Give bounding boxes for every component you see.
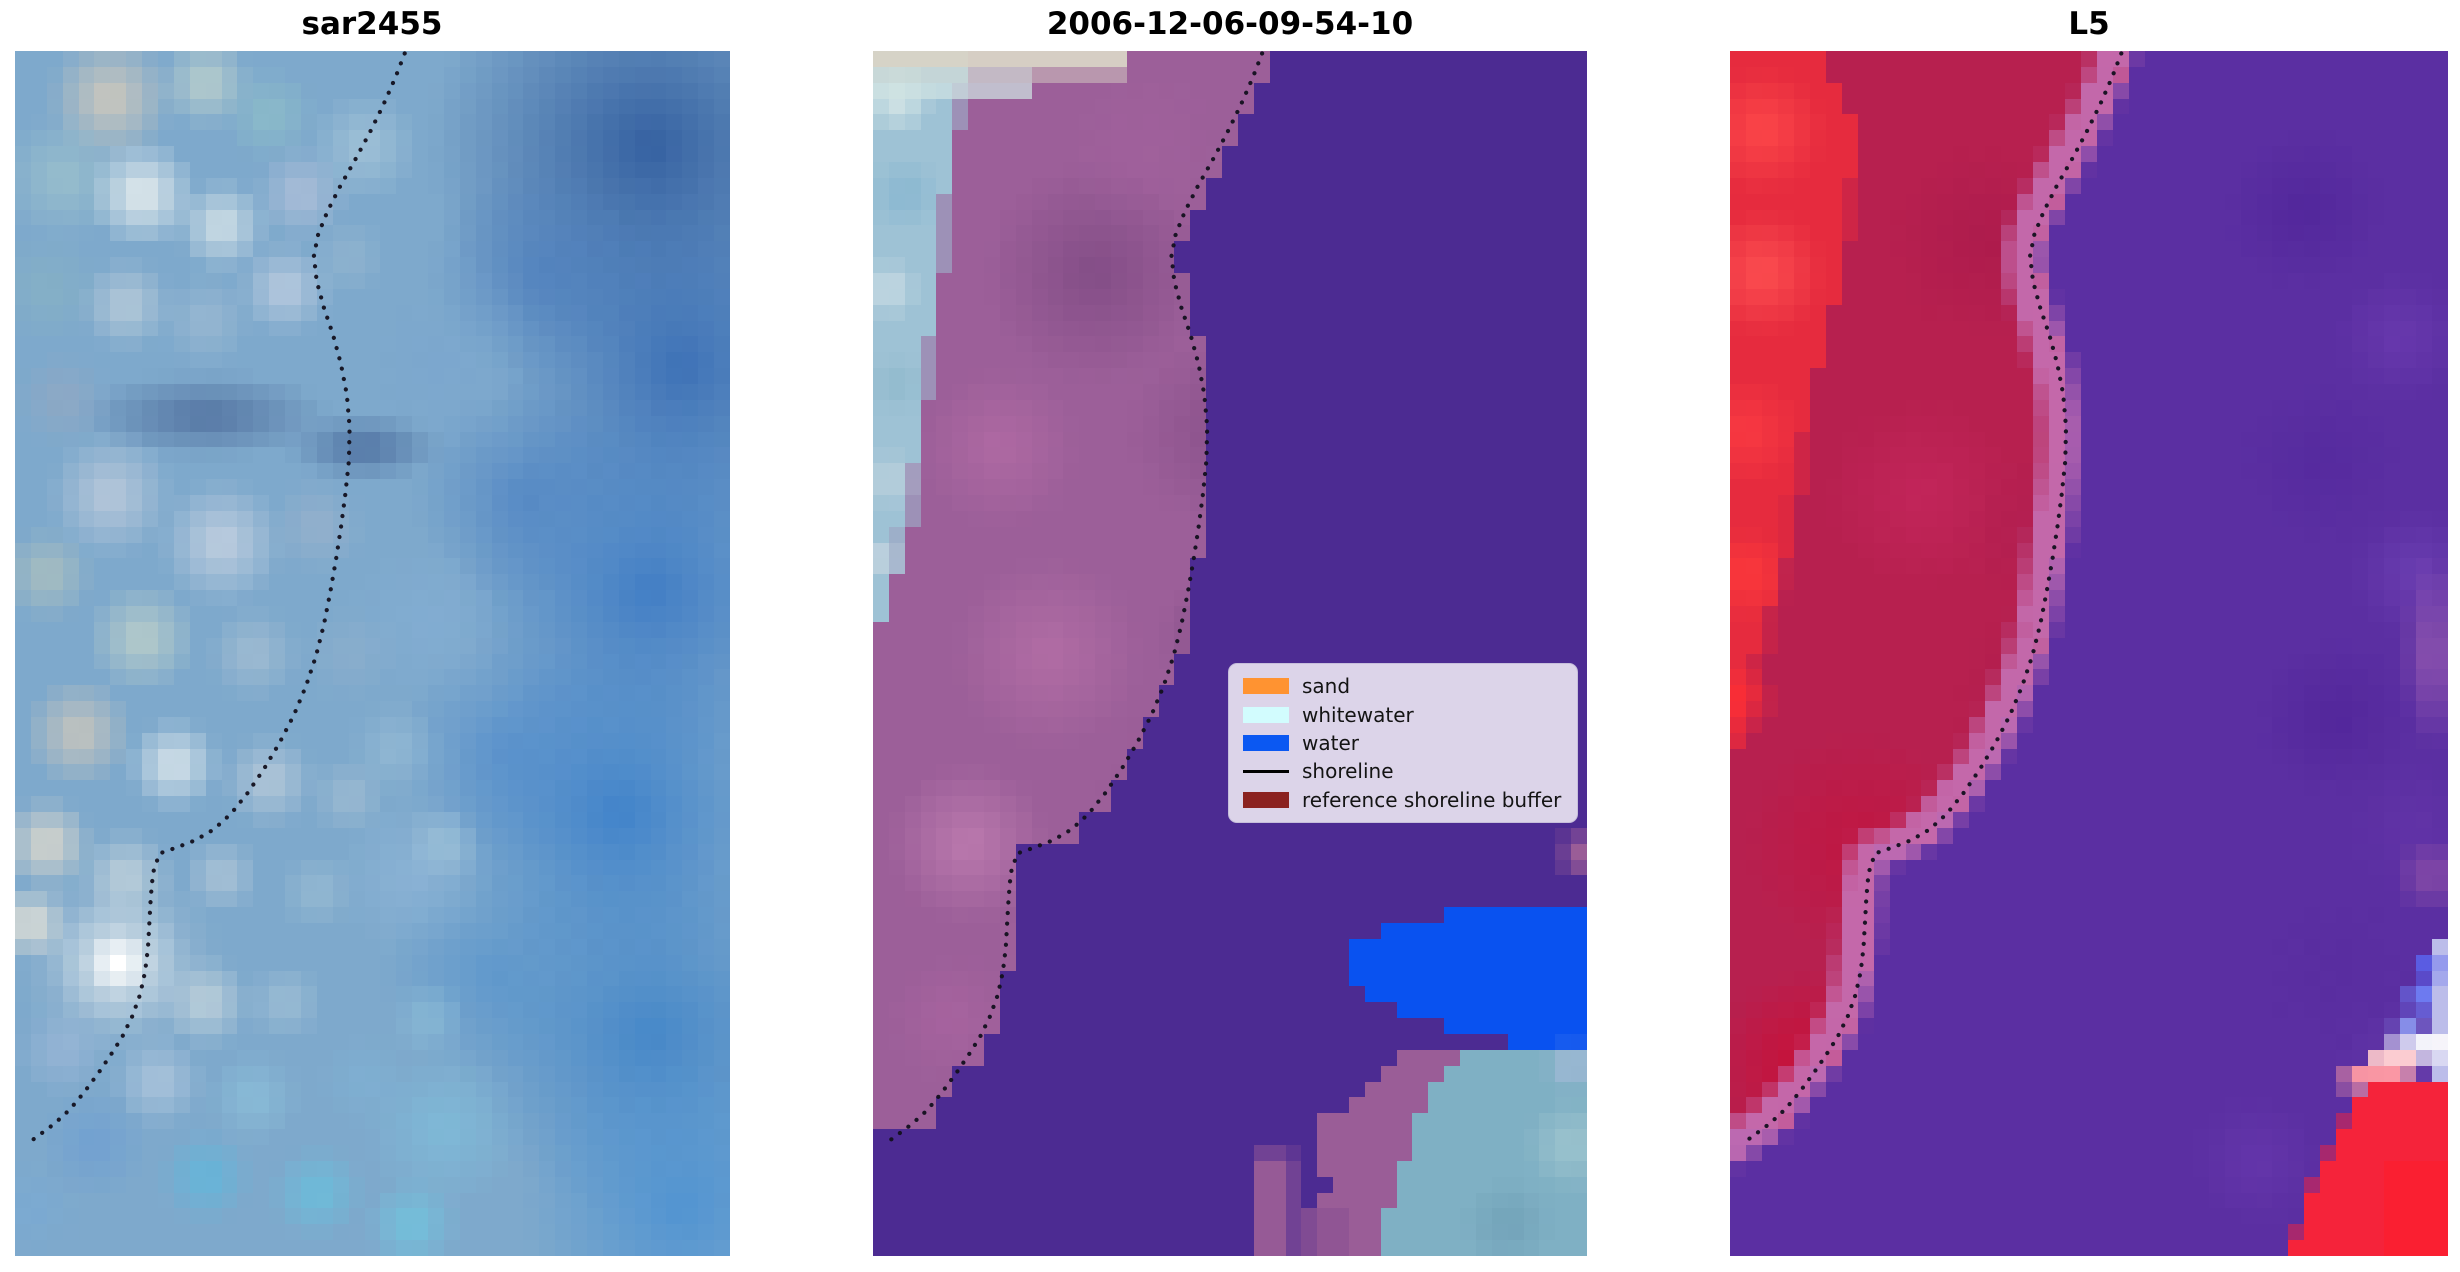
legend-item-shoreline: shoreline (1243, 761, 1563, 781)
sand-swatch-icon (1243, 678, 1289, 695)
classification-image-panel (873, 51, 1587, 1256)
panel-title-l5: L5 (2068, 6, 2110, 42)
shoreline-dots-overlay (25, 51, 407, 1146)
legend-label: whitewater (1302, 702, 1414, 727)
legend-item-water: water (1243, 733, 1563, 753)
classification-image (873, 51, 1587, 1256)
l5-image-panel (1730, 51, 2448, 1256)
legend-label: sand (1302, 674, 1351, 699)
panel-title-date: 2006-12-06-09-54-10 (1046, 6, 1414, 42)
shoreline-line-icon (1243, 769, 1289, 773)
reference-buffer-swatch-icon (1243, 791, 1289, 808)
legend-label: reference shoreline buffer (1302, 787, 1562, 812)
legend-item-reference-buffer: reference shoreline buffer (1243, 790, 1563, 810)
legend-item-sand: sand (1243, 676, 1563, 696)
whitewater-swatch-icon (1243, 706, 1289, 723)
legend-label: water (1302, 730, 1359, 755)
l5-image (1730, 51, 2448, 1256)
sar-image (15, 51, 730, 1256)
legend: sand whitewater water shoreline referenc… (1228, 663, 1578, 823)
legend-label: shoreline (1302, 759, 1394, 784)
shoreline-dots-overlay (1740, 51, 2124, 1146)
sar-image-panel (15, 51, 730, 1256)
water-swatch-icon (1243, 734, 1289, 751)
shoreline-dots-overlay (883, 51, 1265, 1146)
panel-title-sar: sar2455 (301, 6, 443, 42)
legend-item-whitewater: whitewater (1243, 705, 1563, 725)
